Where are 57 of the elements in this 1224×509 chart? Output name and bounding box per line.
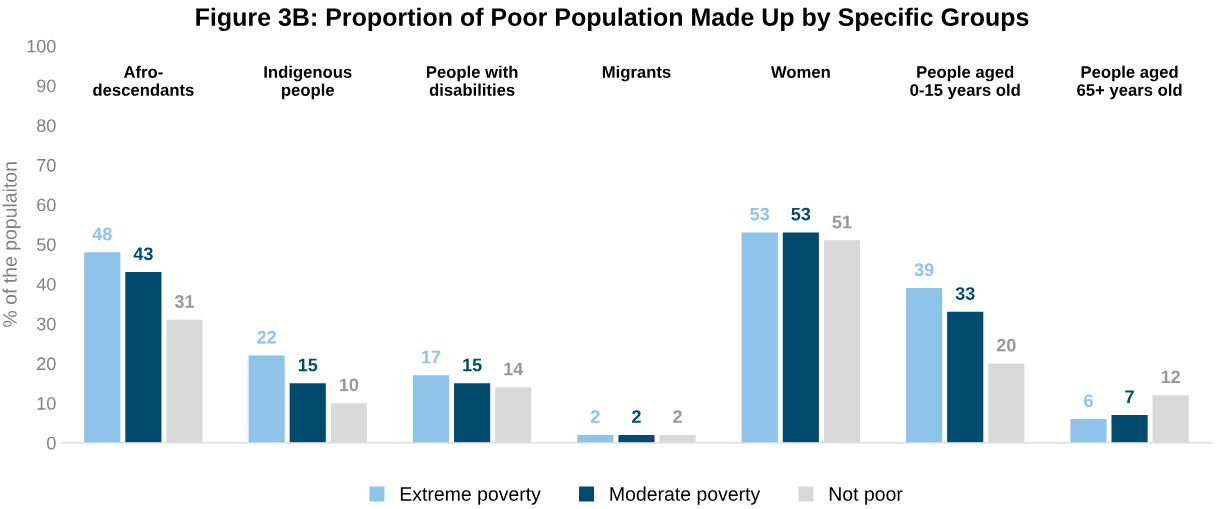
bar [947,311,984,443]
data-label: 48 [92,227,112,241]
data-label: 22 [257,330,276,344]
y-tick-label: 50 [36,238,56,252]
y-tick-label: 0 [47,436,56,450]
y-tick-label: 80 [37,119,56,132]
bar [782,232,819,443]
data-label: 43 [133,247,153,261]
y-axis-title: % of the populaiton [2,162,21,327]
data-label: 17 [422,350,441,364]
x-tick-label: Indigenous people [264,65,352,100]
data-label: 7 [1125,390,1134,403]
data-label: 53 [750,207,770,221]
data-label: 39 [914,263,934,277]
x-tick-label: People with disabilities [426,65,518,96]
data-label: 12 [1161,370,1180,384]
x-tick-label: People aged 0-15 years old [910,65,1020,100]
bar [1111,415,1148,443]
bar [906,287,943,443]
bar [248,355,285,443]
y-tick-label: 100 [27,39,56,53]
data-label: 6 [1084,394,1093,408]
legend-label: Not poor [829,487,903,505]
bar [741,232,778,443]
x-tick-label: Afro- descendants [93,65,194,96]
bar [125,272,162,443]
chart-title: Figure 3B: Proportion of Poor Population Made Up by Specific Groups [196,7,1029,32]
data-label: 10 [339,378,359,392]
bar [289,383,326,443]
y-tick-label: 10 [37,397,56,410]
data-label: 2 [590,410,600,423]
legend-label: Moderate poverty [610,486,761,505]
y-tick-label: 60 [37,198,56,212]
y-tick-label: 40 [36,277,56,291]
data-label: 15 [298,358,318,372]
data-label: 33 [955,287,975,300]
x-tick-label: Migrants [602,65,671,82]
bar [454,383,491,443]
y-tick-label: 30 [36,317,56,331]
y-tick-label: 90 [37,79,56,93]
data-label: 15 [463,358,482,372]
legend-label: Extreme poverty [400,487,541,505]
bar [84,252,121,443]
x-tick-label: Women [770,66,830,78]
bar [1070,419,1107,443]
x-tick-label: People aged 65+ years old [1077,65,1182,100]
data-label: 2 [632,410,641,423]
data-label: 2 [673,410,682,423]
data-label: 14 [504,362,524,376]
y-tick-label: 70 [37,158,56,172]
data-label: 20 [996,338,1016,352]
data-label: 31 [174,295,195,308]
data-label: 53 [791,207,811,221]
bar [618,434,655,443]
data-label: 51 [832,215,852,229]
y-tick-label: 20 [37,357,56,371]
bar [412,375,450,443]
